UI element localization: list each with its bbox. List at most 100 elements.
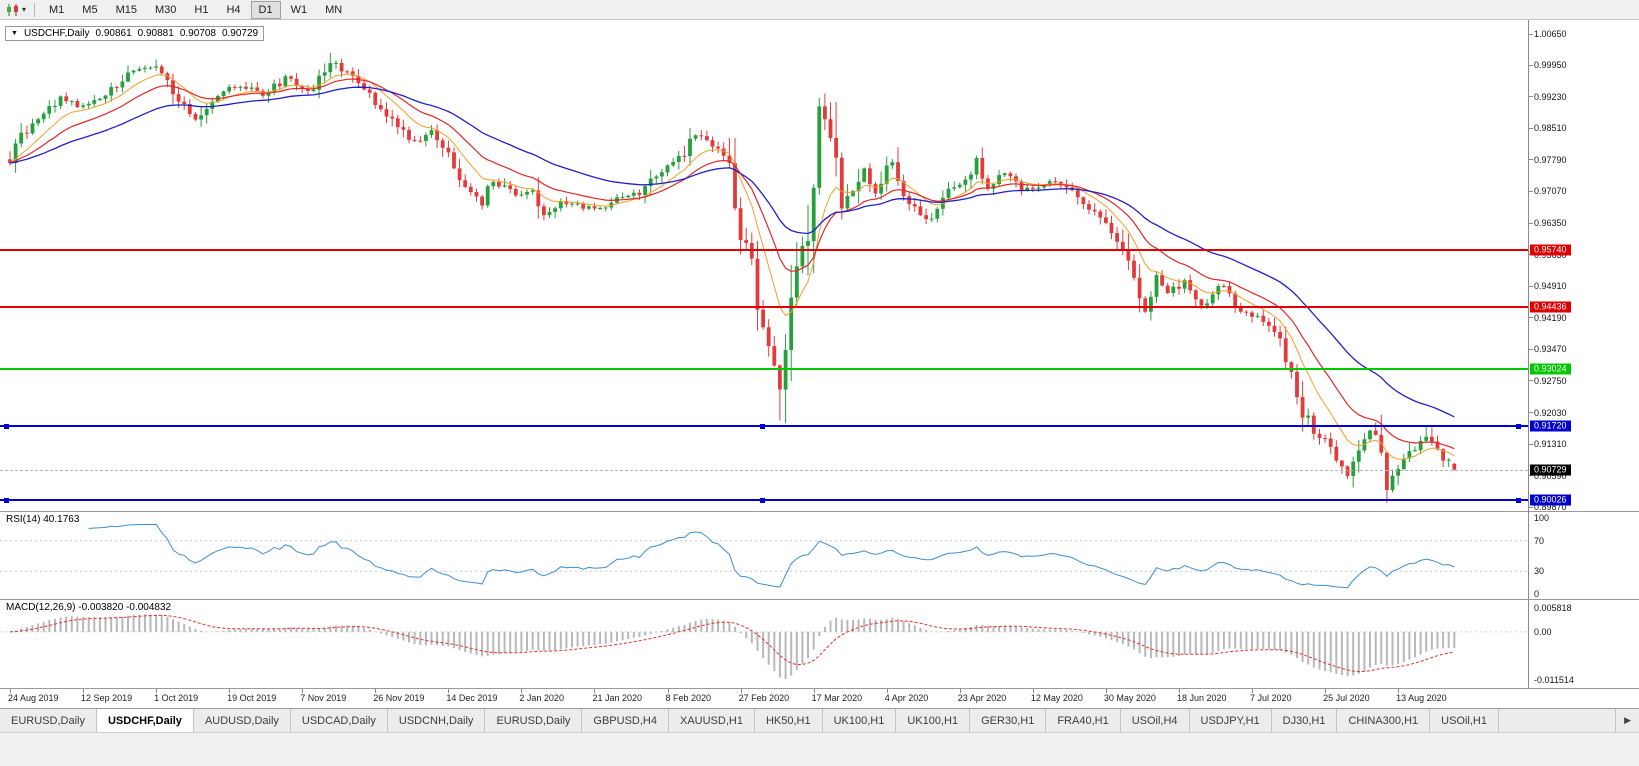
- price-axis-label: 0.92750: [1534, 375, 1567, 386]
- date-axis-label: 12 Sep 2019: [81, 693, 133, 703]
- date-axis-label: 26 Nov 2019: [373, 693, 425, 703]
- ohlc-low: 0.90708: [179, 28, 216, 39]
- line-drag-handle[interactable]: [4, 423, 9, 429]
- line-drag-handle[interactable]: [760, 423, 765, 429]
- timeframe-button-h1[interactable]: H1: [194, 3, 209, 16]
- date-axis-label: 13 Aug 2020: [1396, 693, 1447, 703]
- date-axis[interactable]: 24 Aug 2019 12 Sep 2019 1 Oct 2019 19 Oct 2…: [0, 689, 1528, 708]
- chart-tab-dj30-h1[interactable]: DJ30,H1: [1271, 709, 1338, 732]
- chart-tab-audusd-daily[interactable]: AUDUSD,Daily: [193, 709, 291, 732]
- chart-tab-china300-h1[interactable]: CHINA300,H1: [1337, 709, 1431, 732]
- timeframe-button-m5[interactable]: M5: [82, 3, 98, 16]
- price-axis-tick: [1529, 159, 1533, 160]
- rsi-axis[interactable]: 100 70 30 0: [1529, 512, 1639, 599]
- price-axis-label: 0.96350: [1534, 218, 1567, 228]
- date-axis-label: 27 Feb 2020: [738, 693, 790, 703]
- axis-separator-line: [1528, 20, 1529, 688]
- chart-tab-ger30-h1[interactable]: GER30,H1: [970, 709, 1047, 732]
- timeframe-button-group: M1 M5 M15 M30 H1 H4 D1 W1 MN: [40, 0, 351, 19]
- chart-title-overlay: ▼ USDCHF,Daily 0.90861 0.90881 0.90708 0…: [5, 26, 265, 41]
- chart-tab-usdchf-daily[interactable]: USDCHF,Daily: [96, 709, 194, 732]
- price-axis-tick: [1529, 317, 1533, 318]
- chart-tab-usdcnh-daily[interactable]: USDCNH,Daily: [387, 709, 486, 732]
- timeframe-button-mn[interactable]: MN: [325, 3, 343, 16]
- line-drag-handle[interactable]: [4, 497, 9, 503]
- chart-tab-fra40-h1[interactable]: FRA40,H1: [1046, 709, 1121, 732]
- chart-tab-usdjpy-h1[interactable]: USDJPY,H1: [1189, 709, 1272, 732]
- horizontal-line-0.95740[interactable]: [0, 248, 1528, 251]
- horizontal-line-0.93024[interactable]: [0, 367, 1528, 370]
- chart-tab-eurusd-daily[interactable]: EURUSD,Daily: [485, 709, 583, 732]
- date-axis-tick: [375, 689, 377, 693]
- macd-axis[interactable]: 0.005818 0.00 -0.011514: [1529, 600, 1639, 688]
- main-chart-canvas[interactable]: ▼ USDCHF,Daily 0.90861 0.90881 0.90708 0…: [0, 20, 1528, 512]
- price-axis-label: 0.99230: [1534, 91, 1567, 102]
- date-axis-label: 25 Jul 2020: [1323, 693, 1370, 703]
- date-axis-tick: [1398, 689, 1400, 693]
- macd-axis-label: 0.005818: [1534, 602, 1572, 613]
- price-level-badge: 0.90026: [1530, 494, 1571, 506]
- price-axis-tick: [1529, 223, 1533, 224]
- price-axis-tick: [1529, 128, 1533, 129]
- chart-tab-uk100-h1[interactable]: UK100,H1: [822, 709, 897, 732]
- date-axis-tick: [521, 689, 523, 693]
- line-drag-handle[interactable]: [1516, 497, 1521, 503]
- timeframe-button-m30[interactable]: M30: [154, 3, 177, 16]
- axis-corner: [1529, 689, 1639, 708]
- price-axis-label: 0.93470: [1534, 344, 1567, 355]
- price-axis-tick: [1529, 65, 1533, 66]
- tab-scroll-right-icon[interactable]: ▶: [1615, 709, 1639, 732]
- date-axis-label: 18 Jun 2020: [1176, 693, 1227, 703]
- panel-separator[interactable]: [0, 511, 1639, 512]
- date-axis-label: 12 May 2020: [1030, 693, 1083, 703]
- date-axis-label: 8 Feb 2020: [665, 693, 712, 703]
- price-axis-label: 0.89870: [1534, 502, 1567, 512]
- window-bottom-area: [0, 732, 1639, 766]
- chart-tab-uk100-h1[interactable]: UK100,H1: [896, 709, 971, 732]
- date-axis-tick: [229, 689, 231, 693]
- price-level-badge: 0.93024: [1530, 363, 1571, 375]
- price-axis-tick: [1529, 507, 1533, 508]
- chart-tab-gbpusd-h4[interactable]: GBPUSD,H4: [582, 709, 669, 732]
- rsi-axis-label: 30: [1534, 566, 1545, 577]
- date-axis-label: 24 Aug 2019: [8, 693, 59, 703]
- symbol-dropdown-icon[interactable]: ▼: [11, 30, 18, 37]
- rsi-panel[interactable]: RSI(14) 40.1763: [0, 512, 1528, 599]
- rsi-line-layer: [0, 523, 1528, 589]
- macd-panel[interactable]: MACD(12,26,9) -0.003820 -0.004832: [0, 600, 1528, 688]
- chart-tab-xauusd-h1[interactable]: XAUUSD,H1: [668, 709, 755, 732]
- date-axis-tick: [156, 689, 158, 693]
- price-axis[interactable]: 1.00650 0.99950 0.99230 0.98510 0.97790 0.970…: [1529, 20, 1639, 512]
- ohlc-open: 0.90861: [95, 28, 132, 39]
- chart-type-icon[interactable]: ▾: [3, 3, 29, 17]
- timeframe-button-h4[interactable]: H4: [226, 3, 241, 16]
- candles-and-ma-layer: [8, 52, 1457, 503]
- timeframe-button-m1[interactable]: M1: [49, 3, 65, 16]
- line-drag-handle[interactable]: [760, 497, 765, 503]
- price-axis-tick: [1529, 380, 1533, 381]
- price-axis-tick: [1529, 34, 1533, 35]
- date-axis-tick: [1105, 689, 1107, 693]
- timeframe-button-d1[interactable]: D1: [250, 0, 281, 19]
- date-axis-tick: [594, 689, 596, 693]
- price-axis-label: 0.98510: [1534, 123, 1567, 134]
- chart-tab-eurusd-daily[interactable]: EURUSD,Daily: [0, 709, 97, 732]
- toolbar-separator: [34, 2, 36, 17]
- price-axis-label: 0.90590: [1534, 470, 1567, 481]
- candlestick-chart-icon: [7, 3, 18, 16]
- panel-separator[interactable]: [0, 599, 1639, 600]
- line-drag-handle[interactable]: [1516, 423, 1521, 429]
- price-axis-label: 0.97070: [1534, 186, 1567, 197]
- date-axis-tick: [10, 689, 11, 693]
- chart-tab-usoil-h1[interactable]: USOil,H1: [1430, 709, 1499, 732]
- chart-tab-usdcad-daily[interactable]: USDCAD,Daily: [290, 709, 388, 732]
- price-axis-label: 0.92030: [1534, 407, 1567, 418]
- chart-tab-hk50-h1[interactable]: HK50,H1: [754, 709, 823, 732]
- timeframe-button-m15[interactable]: M15: [115, 3, 137, 16]
- chart-tab-usoil-h4[interactable]: USOil,H4: [1120, 709, 1190, 732]
- horizontal-line-0.94436[interactable]: [0, 305, 1528, 308]
- price-axis-tick: [1529, 191, 1533, 192]
- date-axis-label: 2 Jan 2020: [519, 693, 564, 703]
- timeframe-button-w1[interactable]: W1: [290, 3, 308, 16]
